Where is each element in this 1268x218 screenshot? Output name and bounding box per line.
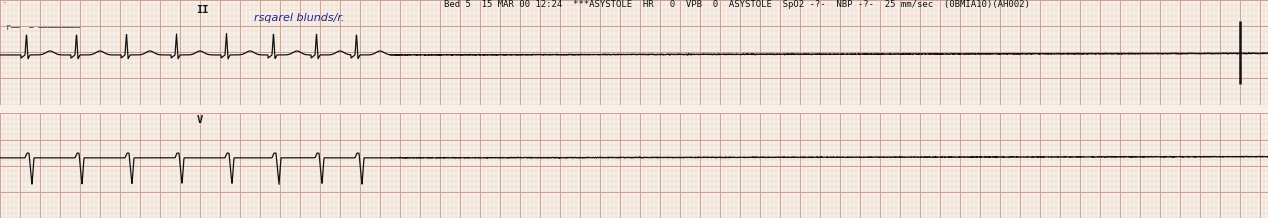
Text: ·: · [3,0,6,8]
Text: rsqarel blunds/r.: rsqarel blunds/r. [254,13,344,22]
Text: II: II [197,5,209,15]
Text: r––  – –––––––––: r–– – ––––––––– [6,23,80,32]
Text: V: V [197,116,203,125]
Text: Bed 5  15 MAR 00 12:24  ***ASYSTOLE  HR   0  VPB  0  ASYSTOLE  SpO2 -?-  NBP -?-: Bed 5 15 MAR 00 12:24 ***ASYSTOLE HR 0 V… [444,0,1030,9]
